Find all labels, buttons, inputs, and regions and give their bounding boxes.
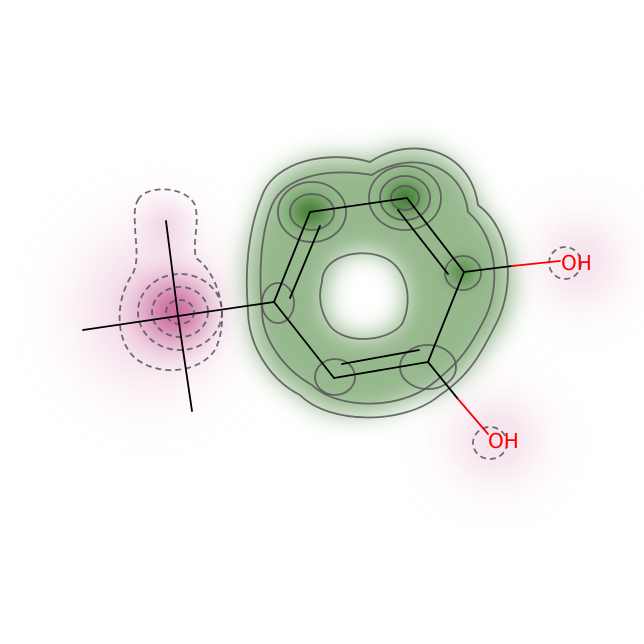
atom-label-oh-lower: OH (488, 429, 519, 453)
contour-neg-oh-upper (548, 246, 582, 280)
bond-ring-1 (273, 211, 311, 303)
contour-peak-right (444, 255, 482, 291)
atom-label-oh-upper: OH (561, 251, 592, 275)
bond-c-oh-lower-black (427, 361, 459, 400)
hetero-bonds (427, 260, 561, 435)
contour-peak-bottom (314, 358, 356, 396)
contour-inner-hole (319, 252, 409, 340)
atom-labels: OH OH (488, 251, 592, 453)
negative-region-tbutyl-top (130, 185, 200, 265)
contour-neg-outer (118, 188, 223, 372)
bond-tbutyl-down (177, 315, 193, 412)
negative-region-oh-upper (520, 197, 640, 327)
bond-ring-6 (273, 301, 335, 379)
density-shading (35, 148, 640, 505)
bond-ring-double-2 (397, 209, 449, 275)
negative-contours (118, 188, 582, 460)
contour-outer (245, 147, 509, 419)
bond-ring-double-3 (341, 349, 420, 365)
contour-neg-2 (137, 273, 223, 351)
contour-peak-top-1 (368, 165, 442, 231)
bond-tbutyl-up (165, 220, 179, 317)
contour-neg-oh-lower (472, 426, 508, 460)
negative-region-tbutyl-core (120, 257, 230, 367)
bond-ring-5 (333, 361, 429, 379)
contour-peak-left-1 (277, 181, 347, 243)
bond-ring-double-1 (289, 225, 321, 299)
bond-ring-3 (406, 197, 465, 273)
contour-second (259, 161, 496, 405)
bond-tbutyl-left (82, 315, 179, 331)
bonds (82, 197, 465, 412)
negative-region-oh-lower (425, 375, 565, 505)
contour-peak-top-3 (390, 185, 420, 211)
bond-ring-2 (309, 197, 408, 213)
bond-c-oh-upper-black (463, 265, 513, 273)
bond-ring-4 (427, 271, 465, 363)
bond-c-oh-lower-red (457, 398, 489, 435)
bond-c-oh-upper-red (511, 260, 561, 267)
bond-tbutyl-ring (177, 301, 275, 317)
contour-peak-left-2 (289, 193, 335, 231)
